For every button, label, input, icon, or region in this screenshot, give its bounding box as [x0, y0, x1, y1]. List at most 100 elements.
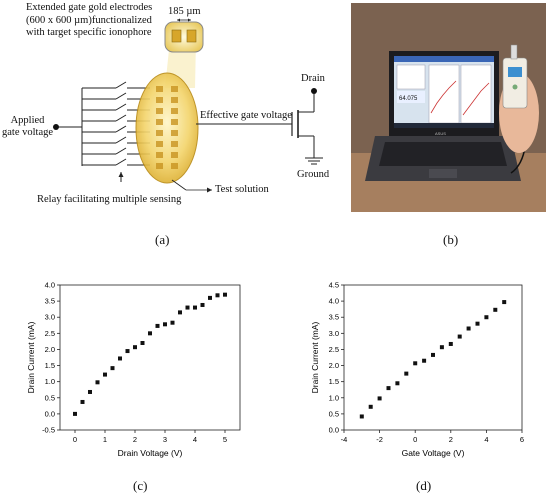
electrode-pads	[156, 86, 178, 169]
data-point	[413, 361, 418, 366]
electrode-pad	[171, 119, 178, 125]
relay-switch	[115, 147, 127, 155]
data-point	[73, 411, 77, 416]
x-tick-label: -4	[341, 435, 348, 444]
gate-voltage-chart: -4 -2 0 2 4 6 0.0 0.5 1.0 1.5 2.0 2.5 3.0 3.5 4.0 4.5 G…	[310, 281, 524, 459]
electrode-pad	[156, 108, 163, 114]
data-point	[215, 293, 220, 298]
y-tick-label: 2.5	[329, 345, 339, 354]
data-point	[377, 396, 382, 401]
data-point	[493, 307, 498, 312]
relay-switch	[115, 125, 127, 133]
handheld-screen	[508, 67, 522, 77]
screen-value: 64.075	[399, 96, 418, 102]
drain-label: Drain	[301, 73, 325, 84]
data-point	[208, 295, 212, 300]
chart-c-frame	[59, 284, 241, 431]
y-tick-label: 0.0	[45, 409, 55, 418]
y-tick-label: 2.0	[45, 345, 55, 354]
data-point	[140, 341, 145, 345]
data-point	[431, 352, 435, 357]
screen-readout	[397, 91, 425, 103]
chart-c-xlabel: Drain Voltage (V)	[118, 448, 183, 458]
y-tick-label: 2.5	[45, 329, 55, 338]
x-tick-label: 0	[413, 435, 417, 444]
y-tick-label: 4.0	[329, 297, 339, 306]
data-point	[170, 320, 175, 325]
electrode-pad	[156, 141, 163, 147]
screen-graph-2	[460, 64, 492, 124]
data-point	[110, 366, 115, 371]
pitch-label: 185 µm	[168, 6, 201, 17]
data-point	[395, 381, 400, 386]
screen-graph-line-1	[430, 80, 457, 114]
solution-leader	[171, 179, 187, 191]
electrode-pad	[171, 108, 178, 114]
applied-label-line-1: Applied	[10, 115, 45, 126]
laptop-touchpad	[429, 169, 457, 178]
data-point	[200, 302, 205, 307]
ground-label: Ground	[297, 169, 330, 180]
data-point	[502, 300, 507, 305]
y-tick-label: 3.0	[45, 313, 55, 322]
data-point	[95, 380, 100, 385]
x-tick-label: 2	[133, 435, 137, 444]
x-tick-label: 2	[449, 435, 453, 444]
data-point	[193, 305, 197, 310]
y-tick-label: 1.5	[329, 377, 339, 386]
chart-c-ticks: 0 1 2 3 4 5 -0.5 0.0 0.5 1.0 1.5 2.0 2.5 3.0 3.5 4.0	[42, 281, 227, 445]
data-point	[163, 322, 167, 327]
data-point	[80, 399, 85, 404]
data-point	[466, 326, 471, 331]
electrode-label: Extended gate gold electrodes (600 x 600…	[26, 2, 152, 40]
handheld-sensor	[502, 57, 528, 109]
drain-voltage-chart: 0 1 2 3 4 5 -0.5 0.0 0.5 1.0 1.5 2.0 2.5 3.0 3.5 4.0 Dr…	[26, 281, 241, 458]
electrode-label-line-2: (600 x 600 µm)functionalized	[26, 14, 152, 26]
chart-d-xlabel: Gate Voltage (V)	[402, 448, 465, 458]
data-point	[88, 389, 92, 394]
effective-gate-label: Effective gate voltage	[200, 110, 292, 121]
electrode-pad	[171, 152, 178, 158]
data-point	[118, 356, 122, 361]
relay-switch	[115, 136, 127, 144]
electrode-label-line-1: Extended gate gold electrodes	[26, 2, 153, 13]
caption-b: (b)	[443, 232, 459, 247]
electrode-pad	[156, 130, 163, 136]
data-point	[148, 331, 152, 336]
handheld-probe	[510, 44, 518, 60]
data-point	[404, 371, 409, 376]
data-point	[448, 341, 453, 346]
x-tick-label: 1	[103, 435, 107, 444]
data-point	[368, 404, 373, 409]
electrode-callout	[164, 21, 204, 53]
applied-label-line-2: gate voltage	[2, 127, 54, 138]
electrode-pad	[171, 86, 178, 92]
y-tick-label: 0.5	[329, 409, 339, 418]
y-tick-label: 0.5	[45, 393, 55, 402]
laptop-keyboard	[379, 142, 507, 166]
data-point	[475, 321, 480, 326]
screen-graph-line-2	[462, 82, 490, 116]
data-point	[386, 386, 391, 391]
chart-c-ylabel: Drain Current (mA)	[26, 321, 36, 393]
chart-c-points	[73, 292, 227, 416]
electrode-pad-left	[171, 29, 182, 43]
y-tick-label: 2.0	[329, 361, 339, 370]
x-tick-label: 4	[193, 435, 197, 444]
relay-arrowhead	[118, 172, 124, 177]
caption-d: (d)	[416, 478, 432, 493]
relay-label: Relay facilitating multiple sensing	[37, 194, 182, 205]
data-point	[422, 358, 427, 363]
data-point	[155, 323, 160, 328]
handheld-button	[512, 84, 518, 90]
data-point	[178, 310, 182, 315]
solution-label: Test solution	[215, 184, 269, 195]
y-tick-label: 3.5	[329, 313, 339, 322]
y-tick-label: 1.0	[45, 377, 55, 386]
chart-d-ylabel: Drain Current (mA)	[310, 321, 320, 393]
electrode-pad	[171, 97, 178, 103]
data-point	[457, 334, 462, 339]
y-tick-label: 4.5	[329, 281, 339, 290]
electrode-pad	[171, 130, 178, 136]
data-point	[359, 414, 364, 419]
